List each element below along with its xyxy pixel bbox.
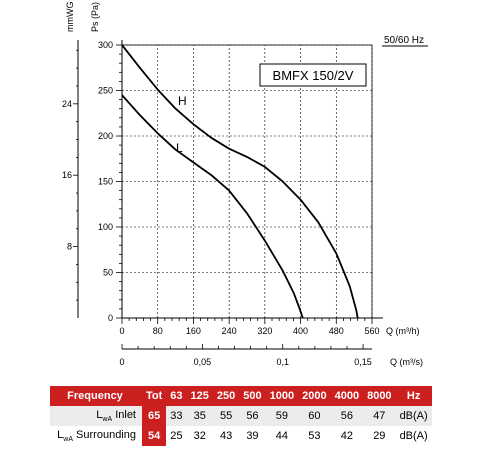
band-value: 39 bbox=[239, 426, 266, 446]
sound-power-table: Frequency Tot 63 125 250 500 1000 2000 4… bbox=[50, 386, 432, 446]
y2-tick-label: 8 bbox=[67, 242, 72, 252]
band-header: 500 bbox=[239, 386, 266, 406]
band-header: 250 bbox=[212, 386, 240, 406]
x2-tick-label: 0,05 bbox=[194, 357, 212, 367]
band-value: 42 bbox=[330, 426, 364, 446]
x-tick-label: 480 bbox=[329, 326, 344, 336]
model-label-box bbox=[259, 63, 367, 87]
frequency-label: 50/60 Hz bbox=[384, 35, 424, 46]
x2-axis-ticks: 0 0,05 0,1 0,15 bbox=[119, 344, 372, 367]
x-tick-label: 400 bbox=[293, 326, 308, 336]
y-tick-label: 150 bbox=[98, 177, 113, 187]
row-label: LwA Surrounding bbox=[50, 426, 142, 446]
band-value: 29 bbox=[363, 426, 396, 446]
tot-value: 65 bbox=[142, 406, 167, 426]
band-header: 2000 bbox=[298, 386, 331, 406]
x2-tick-label: 0 bbox=[119, 357, 124, 367]
table-row: LwA Inlet 65 33 35 55 56 59 60 56 47 dB(… bbox=[50, 406, 432, 426]
tot-value: 54 bbox=[142, 426, 167, 446]
band-header: 4000 bbox=[330, 386, 364, 406]
band-value: 44 bbox=[265, 426, 299, 446]
model-label: BMFX 150/2V bbox=[273, 68, 354, 83]
y-tick-label: 250 bbox=[98, 86, 113, 96]
curve-label-l: L bbox=[176, 141, 183, 155]
band-value: 56 bbox=[330, 406, 364, 426]
band-header: 1000 bbox=[265, 386, 299, 406]
band-value: 32 bbox=[186, 426, 213, 446]
x-tick-label: 320 bbox=[257, 326, 272, 336]
band-value: 25 bbox=[166, 426, 187, 446]
x2-tick-label: 0,15 bbox=[354, 357, 372, 367]
frequency-header: Frequency bbox=[50, 386, 142, 406]
y-tick-label: 50 bbox=[103, 268, 113, 278]
x-axis-ticks: 0 80 160 240 320 400 480 560 bbox=[119, 318, 380, 336]
band-value: 59 bbox=[265, 406, 299, 426]
y2-tick-label: 24 bbox=[62, 99, 72, 109]
x2-axis-label: Q (m³/s) bbox=[390, 357, 423, 367]
band-header: 8000 bbox=[363, 386, 396, 406]
x-axis-label: Q (m³/h) bbox=[386, 326, 420, 336]
y-tick-label: 300 bbox=[98, 40, 113, 50]
y-tick-label: 100 bbox=[98, 222, 113, 232]
band-value: 53 bbox=[298, 426, 331, 446]
x-tick-label: 80 bbox=[153, 326, 163, 336]
y2-axis-label: mmWG bbox=[65, 2, 75, 33]
x2-tick-label: 0,1 bbox=[276, 357, 289, 367]
fan-curve-chart: mmWG 8 16 24 Ps (Pa) 0 50 100 150 200 250 300 0 8… bbox=[62, 2, 428, 367]
table-header-row: Frequency Tot 63 125 250 500 1000 2000 4… bbox=[50, 386, 432, 406]
y-tick-label: 200 bbox=[98, 131, 113, 141]
y-tick-label: 0 bbox=[108, 313, 113, 323]
band-value: 60 bbox=[298, 406, 331, 426]
tot-header: Tot bbox=[142, 386, 167, 406]
table-row: LwA Surrounding 54 25 32 43 39 44 53 42 … bbox=[50, 426, 432, 446]
band-value: 56 bbox=[239, 406, 266, 426]
band-value: 47 bbox=[363, 406, 396, 426]
row-label: LwA Inlet bbox=[50, 406, 142, 426]
curve-l bbox=[121, 94, 304, 319]
unit-value: dB(A) bbox=[395, 406, 432, 426]
y-axis-ticks: 0 50 100 150 200 250 300 bbox=[98, 40, 122, 323]
unit-value: dB(A) bbox=[395, 426, 432, 446]
curves bbox=[121, 44, 359, 319]
y2-tick-label: 16 bbox=[62, 170, 72, 180]
band-value: 55 bbox=[212, 406, 240, 426]
curve-label-h: H bbox=[178, 94, 187, 108]
x-tick-label: 160 bbox=[186, 326, 201, 336]
band-header: 125 bbox=[186, 386, 213, 406]
band-value: 33 bbox=[166, 406, 187, 426]
band-header: 63 bbox=[166, 386, 187, 406]
curve-h bbox=[121, 44, 359, 319]
y-axis-label: Ps (Pa) bbox=[90, 2, 100, 32]
x-tick-label: 240 bbox=[222, 326, 237, 336]
unit-header: Hz bbox=[395, 386, 432, 406]
x-tick-label: 0 bbox=[119, 326, 124, 336]
y2-axis-ticks: 8 16 24 bbox=[62, 49, 78, 301]
x-tick-label: 560 bbox=[364, 326, 379, 336]
band-value: 43 bbox=[212, 426, 240, 446]
band-value: 35 bbox=[186, 406, 213, 426]
